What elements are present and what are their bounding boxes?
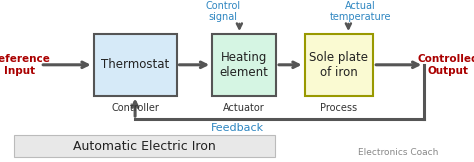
Text: Sole plate
of iron: Sole plate of iron xyxy=(310,51,368,79)
Text: Actual
temperature: Actual temperature xyxy=(329,0,391,22)
Text: Controller: Controller xyxy=(111,103,159,113)
Text: Heating
element: Heating element xyxy=(219,51,269,79)
Bar xyxy=(304,34,373,96)
Text: Automatic Electric Iron: Automatic Electric Iron xyxy=(73,140,216,153)
Text: Process: Process xyxy=(320,103,357,113)
Bar xyxy=(93,34,176,96)
Text: Control
signal: Control signal xyxy=(205,0,240,22)
Text: Reference
Input: Reference Input xyxy=(0,54,50,76)
Text: Feedback: Feedback xyxy=(210,123,264,133)
Bar xyxy=(14,135,275,157)
Text: Controlled
Output: Controlled Output xyxy=(417,54,474,76)
Text: Actuator: Actuator xyxy=(223,103,265,113)
Text: Electronics Coach: Electronics Coach xyxy=(358,148,438,157)
Text: Thermostat: Thermostat xyxy=(101,58,169,71)
Bar xyxy=(212,34,276,96)
